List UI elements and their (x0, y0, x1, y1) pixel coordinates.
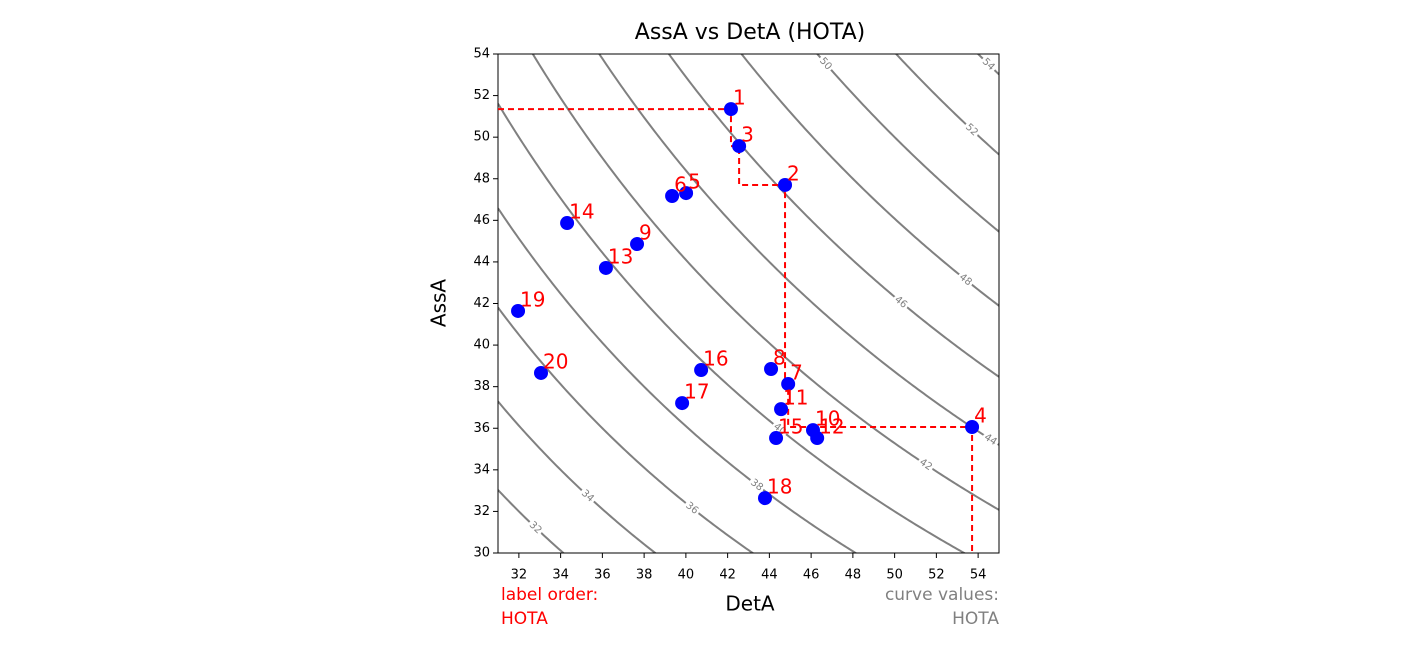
point-label: 16 (703, 347, 728, 371)
point-label: 8 (773, 345, 786, 369)
point-label: 17 (684, 380, 709, 404)
contour-line (498, 207, 858, 553)
point (769, 431, 784, 446)
point-label: 2 (787, 161, 800, 185)
contour-line (667, 54, 999, 378)
point-label: 18 (767, 475, 792, 499)
point-label: 15 (778, 415, 803, 439)
y-tick-label: 44 (473, 254, 490, 269)
x-tick-label: 36 (594, 568, 611, 583)
contour-line (498, 306, 755, 553)
y-tick-label: 40 (473, 338, 490, 353)
point-label: 10 (815, 407, 840, 431)
point (511, 303, 526, 318)
x-tick-label: 40 (678, 568, 695, 583)
x-tick-label: 54 (970, 568, 987, 583)
y-tick-label: 50 (473, 130, 490, 145)
y-tick-label: 54 (473, 47, 490, 62)
point-label: 12 (819, 415, 844, 439)
y-tick-label: 30 (473, 546, 490, 561)
contour-label: 44 (982, 432, 999, 448)
point (810, 431, 825, 446)
contour-line (815, 54, 999, 233)
point-label: 11 (783, 386, 808, 410)
point (694, 363, 709, 378)
point-label: 14 (569, 200, 594, 224)
point-label: 6 (674, 173, 687, 197)
point (675, 396, 690, 411)
y-axis-label: AssA (427, 279, 451, 328)
x-tick-label: 50 (886, 568, 903, 583)
x-axis-label: DetA (725, 592, 775, 616)
point (732, 139, 747, 154)
point (757, 491, 772, 506)
chart-title: AssA vs DetA (HOTA) (635, 20, 865, 45)
annotation: curve values: (885, 585, 999, 605)
point-label: 19 (520, 287, 545, 311)
point-label: 3 (741, 123, 754, 147)
point-label: 20 (543, 349, 568, 373)
y-tick-label: 52 (473, 88, 490, 103)
y-tick-label: 36 (473, 421, 490, 436)
contour-line (498, 103, 967, 553)
point-label: 4 (974, 404, 987, 428)
x-tick-label: 34 (552, 568, 569, 583)
y-tick-label: 32 (473, 504, 490, 519)
point-label: 1 (733, 86, 746, 110)
contour-line (531, 54, 999, 511)
x-tick-label: 48 (845, 568, 862, 583)
frontier-line (498, 108, 974, 553)
y-tick-label: 48 (473, 171, 490, 186)
point-label: 13 (608, 244, 633, 268)
point (781, 376, 796, 391)
point-label: 9 (639, 221, 652, 245)
point (598, 260, 613, 275)
contour-line (894, 54, 999, 156)
x-tick-label: 44 (761, 568, 778, 583)
y-tick-label: 34 (473, 462, 490, 477)
contour-line (498, 400, 657, 553)
contour-line (740, 54, 999, 307)
y-tick-label: 46 (473, 213, 490, 228)
point (774, 402, 789, 417)
point (778, 177, 793, 192)
point (764, 361, 779, 376)
point-label: 7 (790, 360, 803, 384)
annotation: label order: (501, 585, 598, 605)
point-label: 5 (688, 170, 701, 194)
y-tick-label: 42 (473, 296, 490, 311)
point (534, 365, 549, 380)
point (723, 102, 738, 117)
x-tick-label: 38 (636, 568, 653, 583)
y-tick-label: 38 (473, 379, 490, 394)
annotation: HOTA (952, 609, 999, 629)
contour-line (598, 54, 999, 446)
x-tick-label: 32 (511, 568, 528, 583)
point (665, 189, 680, 204)
x-tick-label: 42 (719, 568, 736, 583)
plot: 32 34 36 38 40 42 44 46 48 50 52 543032343638404244… (473, 47, 1000, 629)
x-tick-label: 52 (928, 568, 945, 583)
annotation: HOTA (501, 609, 548, 629)
x-tick-label: 46 (803, 568, 820, 583)
point (630, 237, 645, 252)
contour-line (498, 489, 565, 553)
point (965, 420, 980, 435)
point (560, 216, 575, 231)
point (679, 186, 694, 201)
